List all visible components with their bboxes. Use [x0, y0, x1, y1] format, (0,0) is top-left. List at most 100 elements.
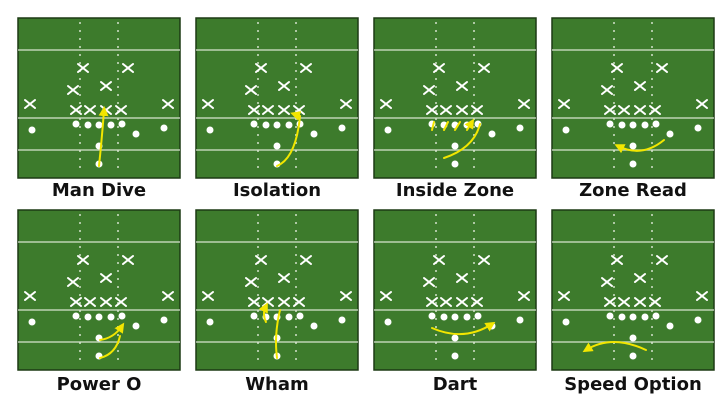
defender-x [604, 297, 616, 307]
play-panel [551, 209, 715, 371]
field [373, 17, 537, 179]
offense-player [451, 142, 459, 150]
offense-player [451, 334, 459, 342]
defender-x [440, 297, 452, 307]
defender-x [611, 63, 623, 73]
play-panel [551, 17, 715, 179]
offense-player [28, 318, 36, 326]
defender-x [456, 105, 468, 115]
offense-player [428, 312, 436, 320]
offense-player [338, 316, 346, 324]
offense-player [296, 312, 304, 320]
offense-player [72, 120, 80, 128]
offense-player [132, 130, 140, 138]
defender-x [248, 105, 260, 115]
offense-player [474, 312, 482, 320]
offense-player [84, 121, 92, 129]
offense-player [629, 334, 637, 342]
defender-x [380, 291, 392, 301]
offense-player [652, 120, 660, 128]
offense-player [629, 160, 637, 168]
offense-player [516, 316, 524, 324]
offense-player [250, 312, 258, 320]
offense-player [694, 124, 702, 132]
offense-player [562, 126, 570, 134]
defender-x [202, 291, 214, 301]
offense-player [118, 120, 126, 128]
play-panel [195, 17, 359, 179]
offense-player [273, 142, 281, 150]
offense-player [606, 120, 614, 128]
offense-player [451, 352, 459, 360]
offense-player [160, 316, 168, 324]
offense-player [516, 124, 524, 132]
defender-x [255, 63, 267, 73]
play-panel [373, 17, 537, 179]
field [195, 17, 359, 179]
play-route [431, 122, 481, 159]
field [551, 17, 715, 179]
offense-player [606, 312, 614, 320]
defender-x [70, 297, 82, 307]
defender-x [100, 297, 112, 307]
play-panel [373, 209, 537, 371]
defender-x [656, 63, 668, 73]
offense-player [72, 312, 80, 320]
defender-x [262, 105, 274, 115]
defender-x [471, 105, 483, 115]
play-label: Inside Zone [396, 180, 514, 201]
offense-player [250, 120, 258, 128]
offense-player [310, 322, 318, 330]
offense-player [107, 313, 115, 321]
defender-x [518, 99, 530, 109]
offense-player [285, 313, 293, 321]
offense-player [107, 121, 115, 129]
field [17, 17, 181, 179]
offense-player [666, 130, 674, 138]
defender-x [24, 291, 36, 301]
defender-x [604, 105, 616, 115]
defender-x [433, 255, 445, 265]
offense-player [641, 313, 649, 321]
offense-player [338, 124, 346, 132]
offense-player [440, 313, 448, 321]
defender-x [122, 63, 134, 73]
defender-x [423, 85, 435, 95]
defender-x [456, 81, 468, 91]
defender-x [478, 63, 490, 73]
defender-x [478, 255, 490, 265]
defender-x [618, 105, 630, 115]
play-label: Speed Option [564, 374, 702, 395]
offense-player [641, 121, 649, 129]
offense-player [629, 121, 637, 129]
defender-x [293, 297, 305, 307]
offense-player [629, 352, 637, 360]
defender-x [611, 255, 623, 265]
defender-x [300, 63, 312, 73]
offense-player [451, 160, 459, 168]
defender-x [601, 85, 613, 95]
play-label: Power O [57, 374, 142, 395]
offense-player [463, 313, 471, 321]
play-route [98, 106, 109, 167]
defender-x [426, 105, 438, 115]
field [17, 209, 181, 371]
defender-x [248, 297, 260, 307]
defender-x [634, 105, 646, 115]
play-label: Man Dive [52, 180, 146, 201]
defender-x [601, 277, 613, 287]
defender-x [518, 291, 530, 301]
defender-x [115, 105, 127, 115]
offense-player [95, 313, 103, 321]
defender-x [122, 255, 134, 265]
play-panel [17, 209, 181, 371]
defender-x [440, 105, 452, 115]
offense-player [262, 121, 270, 129]
defender-x [115, 297, 127, 307]
defender-x [77, 255, 89, 265]
defender-x [649, 297, 661, 307]
defender-x [696, 291, 708, 301]
defender-x [456, 297, 468, 307]
defender-x [300, 255, 312, 265]
